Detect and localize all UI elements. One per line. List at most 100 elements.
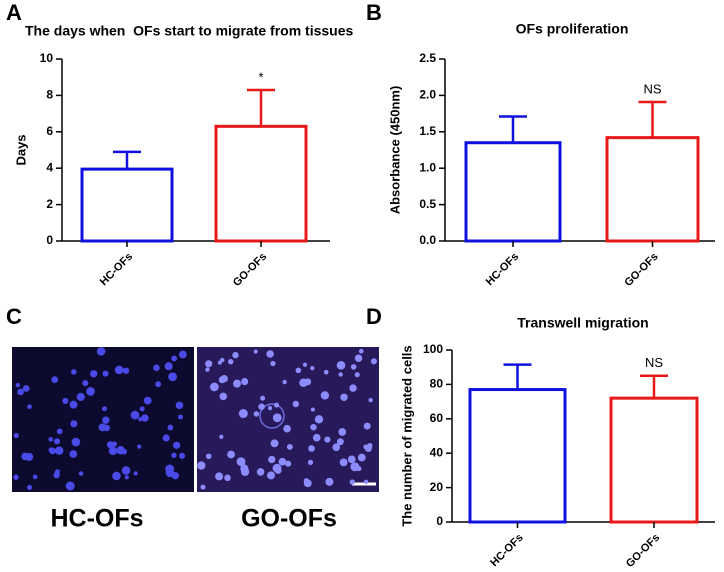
x-tick-label: GO-OFs (622, 251, 660, 289)
cell (320, 391, 330, 400)
cell (171, 471, 179, 480)
cell (197, 461, 206, 470)
cell (205, 453, 212, 460)
y-tick-label: 1.5 (419, 124, 436, 138)
cell (15, 382, 21, 388)
cell (153, 364, 160, 372)
micrograph (197, 347, 379, 492)
cell (310, 423, 317, 431)
cell (268, 455, 276, 464)
cell (224, 474, 231, 482)
panel-label: D (366, 304, 382, 329)
y-tick-label: 0.0 (419, 233, 436, 247)
cell (121, 466, 131, 475)
cell (130, 410, 140, 420)
cell (310, 407, 315, 412)
value-annotation: NS (643, 81, 661, 96)
cell (286, 443, 293, 450)
cell (283, 424, 291, 433)
cell (338, 428, 347, 436)
cell (143, 396, 152, 405)
cell (124, 475, 129, 480)
bar (609, 396, 699, 524)
panel-label: A (6, 0, 22, 25)
cell (267, 471, 275, 480)
y-axis-label: Absorbance (450nm) (387, 86, 402, 215)
y-tick-label: 0 (436, 514, 443, 528)
cell (71, 369, 77, 375)
cell (267, 405, 273, 411)
cell (155, 381, 162, 388)
cell (114, 365, 124, 375)
cell (354, 372, 360, 378)
cell (112, 471, 121, 481)
cell (178, 350, 187, 359)
cell (253, 349, 258, 354)
cell (76, 392, 85, 402)
cell (314, 415, 324, 424)
y-tick-label: 60 (430, 411, 444, 425)
cell (82, 380, 89, 387)
y-tick-label: 2.0 (419, 88, 436, 102)
cell (227, 359, 234, 365)
cell (336, 361, 346, 370)
cell (17, 388, 24, 396)
cell (332, 443, 341, 452)
cell (356, 466, 362, 472)
y-tick-label: 1.0 (419, 160, 436, 174)
cell (141, 414, 149, 422)
y-tick-label: 8 (46, 88, 53, 102)
cell (200, 484, 206, 490)
cell (116, 445, 125, 455)
cell (108, 446, 118, 456)
cell (303, 479, 312, 488)
cell (270, 439, 279, 448)
cell (25, 452, 34, 461)
y-tick-label: 80 (430, 377, 444, 391)
cell (272, 413, 282, 423)
image-label: HC-OFs (50, 505, 143, 533)
panel-label: C (6, 304, 22, 329)
cell (363, 479, 369, 484)
cell (218, 376, 226, 384)
cell (308, 445, 315, 452)
cell (292, 400, 300, 408)
cell (241, 378, 249, 386)
x-tick-label: GO-OFs (231, 251, 269, 289)
cell (103, 424, 111, 432)
bar (468, 388, 567, 524)
cell (175, 401, 184, 410)
cell (295, 367, 302, 374)
cell (205, 360, 213, 368)
cell (27, 404, 32, 410)
bar (464, 141, 562, 243)
cell (48, 437, 54, 442)
cell (164, 362, 173, 371)
cell-ring (259, 403, 285, 429)
cell (205, 367, 210, 372)
cell (270, 360, 276, 367)
cell (323, 369, 329, 375)
cell (347, 455, 356, 464)
cell (358, 348, 364, 354)
cell (238, 409, 248, 419)
cell (274, 467, 282, 474)
cell (173, 441, 181, 449)
y-tick-label: 0 (46, 233, 53, 247)
cell (167, 424, 174, 431)
cell (266, 350, 274, 358)
cell (282, 379, 287, 385)
cell (368, 397, 373, 403)
cell (54, 469, 61, 475)
cell (232, 351, 239, 359)
cell (310, 366, 315, 371)
cell (56, 428, 63, 435)
x-tick-label: HC-OFs (484, 251, 521, 288)
cell (86, 387, 95, 396)
cell (278, 457, 287, 466)
cell (69, 450, 78, 458)
bar (80, 167, 174, 243)
cell (210, 382, 219, 392)
cell (111, 441, 118, 447)
